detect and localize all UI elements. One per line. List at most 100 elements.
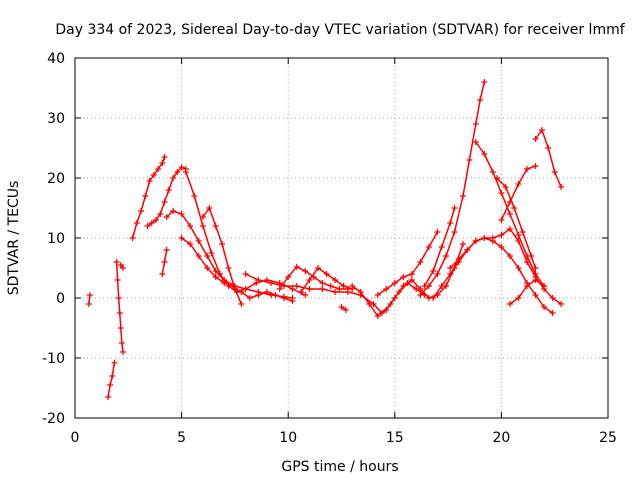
data-point-marker — [231, 286, 238, 292]
plot-frame — [74, 57, 609, 419]
data-point-marker — [105, 394, 112, 400]
series-line — [351, 243, 464, 317]
series-track-24 — [498, 163, 539, 223]
data-point-marker — [107, 382, 114, 388]
data-point-marker — [515, 295, 522, 301]
data-point-marker — [319, 286, 326, 292]
data-point-marker — [117, 325, 124, 331]
data-point-marker — [374, 313, 381, 319]
data-point-marker — [430, 295, 437, 301]
x-tick-label: 15 — [386, 430, 404, 446]
data-point-marker — [417, 286, 424, 292]
data-point-marker — [208, 250, 215, 256]
data-point-marker — [159, 271, 166, 277]
y-tick-label: 20 — [47, 171, 65, 187]
data-point-marker — [315, 265, 322, 271]
data-point-marker — [163, 247, 170, 253]
data-point-marker — [523, 166, 530, 172]
data-point-marker — [498, 232, 505, 238]
data-point-marker — [199, 223, 206, 229]
series-track-11 — [199, 205, 245, 307]
series-track-7 — [159, 247, 170, 277]
y-tick-label: 40 — [47, 51, 65, 67]
data-point-marker — [182, 169, 189, 175]
y-tick-label: 0 — [56, 291, 65, 307]
series-track-25 — [506, 277, 548, 307]
data-point-marker — [129, 235, 136, 241]
data-point-marker — [272, 292, 279, 298]
series-track-26 — [532, 127, 565, 190]
data-point-marker — [383, 307, 390, 313]
data-point-marker — [506, 226, 513, 232]
data-point-marker — [118, 340, 125, 346]
data-point-marker — [502, 184, 509, 190]
data-point-marker — [187, 241, 194, 247]
y-axis-label: SDTVAR / TECUs — [6, 181, 22, 296]
data-point-marker — [111, 359, 118, 366]
data-point-marker — [558, 301, 565, 307]
data-point-marker — [204, 265, 211, 271]
data-point-marker — [523, 283, 530, 289]
data-point-marker — [455, 256, 462, 262]
series-track-9 — [182, 169, 309, 298]
data-point-marker — [472, 121, 479, 127]
data-point-marker — [434, 271, 441, 277]
data-point-marker — [133, 220, 140, 226]
series-track-17 — [374, 229, 441, 298]
data-point-marker — [170, 175, 177, 181]
data-point-marker — [332, 277, 339, 283]
series-track-5 — [129, 154, 168, 241]
data-point-marker — [115, 295, 122, 301]
data-point-marker — [161, 154, 168, 160]
data-point-marker — [447, 265, 454, 271]
data-point-marker — [216, 271, 223, 277]
data-point-marker — [116, 310, 123, 316]
data-point-marker — [498, 244, 505, 250]
data-point-marker — [498, 190, 505, 196]
y-tick-labels: -20 -10 0 10 20 30 40 — [42, 51, 65, 427]
data-point-marker — [85, 301, 92, 307]
data-point-marker — [391, 280, 398, 286]
series-line — [496, 177, 537, 269]
data-point-marker — [447, 271, 454, 277]
data-point-marker — [155, 166, 162, 172]
data-point-marker — [297, 289, 304, 295]
data-point-marker — [515, 232, 522, 238]
data-point-marker — [142, 193, 149, 199]
data-point-marker — [206, 205, 213, 211]
data-point-marker — [523, 259, 530, 265]
data-point-marker — [541, 304, 548, 310]
data-point-marker — [391, 295, 398, 301]
data-point-marker — [302, 292, 309, 298]
data-point-marker — [113, 259, 120, 265]
data-point-marker — [336, 286, 343, 292]
data-point-marker — [289, 298, 296, 304]
data-point-marker — [532, 163, 539, 169]
data-point-marker — [421, 283, 428, 289]
data-point-marker — [178, 211, 185, 217]
data-point-marker — [144, 223, 151, 229]
data-point-marker — [293, 263, 300, 270]
series-track-1 — [85, 292, 93, 307]
data-point-marker — [481, 235, 488, 241]
series-line — [146, 166, 187, 227]
data-point-marker — [451, 229, 458, 235]
data-point-marker — [323, 271, 330, 277]
data-point-marker — [306, 277, 313, 283]
data-point-marker — [161, 259, 168, 265]
data-point-marker — [199, 214, 206, 220]
y-tick-label: 10 — [47, 231, 65, 247]
data-point-marker — [342, 307, 349, 313]
data-point-marker — [268, 280, 275, 286]
series-track-2 — [105, 359, 118, 400]
data-point-marker — [178, 164, 185, 171]
y-tick-label: -10 — [42, 351, 65, 367]
data-point-marker — [276, 286, 283, 292]
data-point-marker — [532, 265, 539, 271]
data-point-marker — [174, 169, 181, 175]
data-point-marker — [515, 181, 522, 187]
series-track-13 — [276, 263, 351, 292]
data-point-marker — [481, 79, 488, 85]
data-point-marker — [532, 292, 539, 298]
data-point-marker — [187, 223, 194, 229]
